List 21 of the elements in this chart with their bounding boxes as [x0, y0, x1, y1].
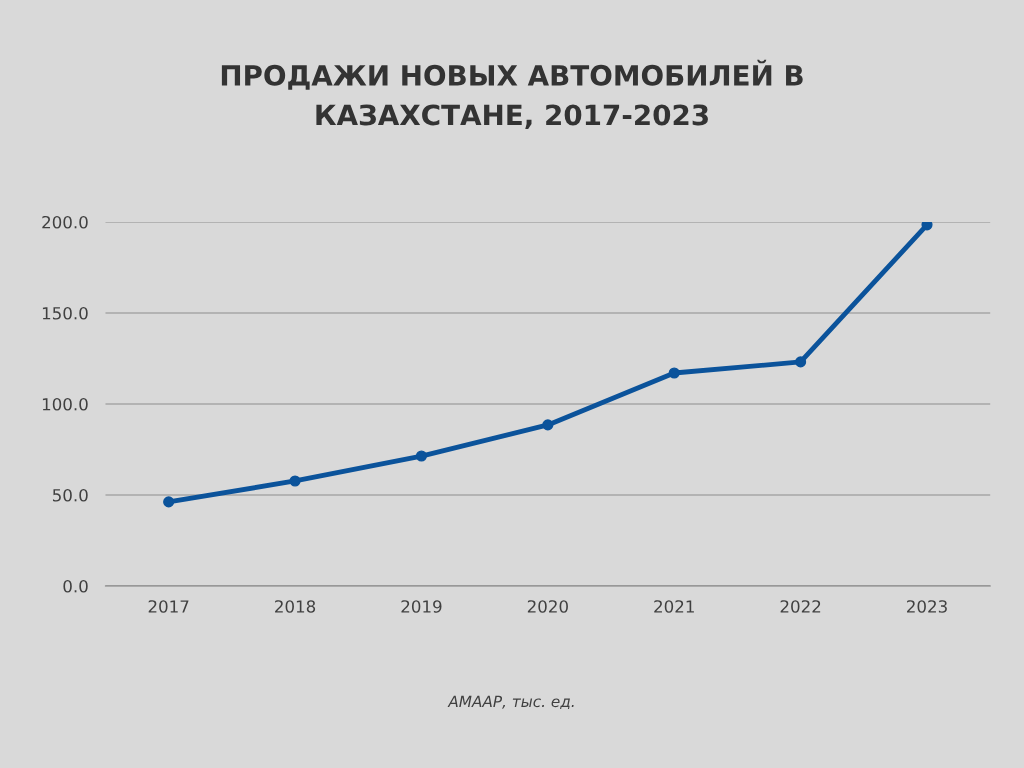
- x-tick-label: 2017: [148, 600, 189, 613]
- point: [542, 419, 554, 431]
- x-tick-label: 2021: [654, 600, 694, 613]
- point: [415, 450, 428, 462]
- point: [668, 367, 680, 379]
- y-tick-label: 0.0: [63, 579, 88, 593]
- point: [289, 475, 301, 487]
- x-tick-label: 2023: [907, 600, 947, 613]
- y-tick-label: 50.0: [52, 488, 88, 502]
- x-tick-label: 2018: [275, 600, 316, 613]
- point: [795, 356, 807, 368]
- point: [163, 496, 175, 508]
- text: АМААР, тыс. ед.: [447, 695, 574, 710]
- y-tick-label: 200.0: [42, 215, 88, 229]
- point: [921, 221, 933, 231]
- chart-title: ПРОДАЖИ НОВЫХ АВТОМОБИЛЕЙ В КАЗАХСТАНЕ, 2017-2023: [221, 59, 803, 129]
- y-tick-label: 150.0: [42, 306, 88, 320]
- x-tick-label: 2019: [401, 600, 442, 613]
- x-tick-label: 2022: [780, 600, 821, 613]
- x-tick-label: 2020: [527, 600, 568, 613]
- y-tick-label: 100.0: [42, 397, 88, 411]
